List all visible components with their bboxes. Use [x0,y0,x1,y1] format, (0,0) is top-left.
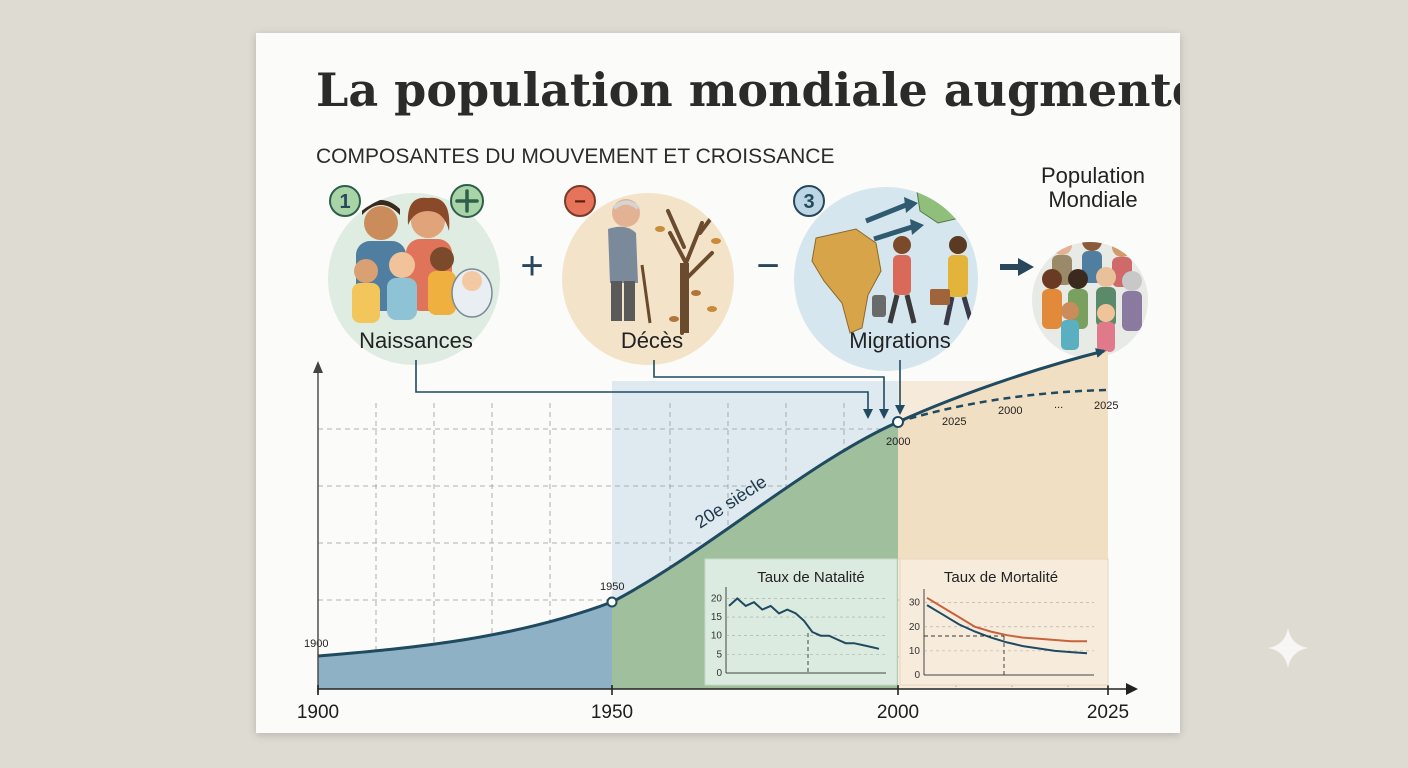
result-arrow-head [1018,258,1034,276]
birth-rate-y-tick: 0 [716,668,722,679]
point-label-1900: 1900 [304,638,328,650]
page-subtitle: COMPOSANTES DU MOUVEMENT ET CROISSANCE [316,145,834,168]
elderly-tree-illustration [608,199,721,335]
area-1900-1950 [318,602,612,689]
deaths-connector [653,360,889,419]
result-label-line1: Population [1041,163,1145,188]
minus-badge-text: − [574,191,586,213]
birth-rate-y-tick: 10 [711,631,723,642]
infographic-card: La population mondiale augmente COMPOSAN… [256,33,1180,733]
area-2000-2025 [898,351,1108,560]
deaths-circle [562,193,734,365]
birth-rate-inset: Taux de Natalité 0 5 10 15 20 [704,558,898,686]
death-rate-series-line-1 [926,596,1087,643]
result-label-line2: Mondiale [1048,187,1137,212]
death-rate-y-tick: 0 [914,670,920,681]
y-axis-arrow [313,361,323,373]
x-tick-1900: 1900 [297,702,339,723]
birth-rate-panel [704,558,898,686]
projection-label-2025-b: 2025 [1094,400,1118,412]
births-label: Naissances [359,328,473,353]
death-rate-y-tick: 20 [909,622,921,633]
point-1950 [606,596,618,608]
death-rate-y-tick: 30 [909,598,921,609]
death-rate-inset: Taux de Mortalité 0 10 20 30 [899,558,1109,686]
birth-rate-plot: 0 5 10 15 20 [711,587,886,679]
x-tick-2025: 2025 [1087,702,1129,723]
death-rate-plot: 0 10 20 30 [909,589,1094,681]
world-population-component: Population Mondiale [1032,163,1148,358]
operator-plus: + [520,244,543,288]
projection-label-2025-a: 2025 [942,416,966,428]
death-rate-series-line-2 [926,604,1088,655]
operator-minus: − [756,244,779,288]
point-2000 [892,416,904,428]
badge-one [329,185,361,217]
badge-three-text: 3 [803,191,814,213]
plus-icon [455,189,479,213]
badge-one-text: 1 [339,191,350,213]
birth-rate-y-tick: 15 [711,612,723,623]
projection-label-2000: 2000 [998,405,1022,417]
birth-rate-y-tick: 5 [716,649,722,660]
birth-rate-y-tick: 20 [711,593,723,604]
migrations-label: Migrations [849,328,950,353]
badge-three [793,185,825,217]
migrations-component: 3 Migrations [793,185,978,371]
projection-label-ellipsis: ... [1054,399,1063,411]
x-tick-2000: 2000 [877,702,919,723]
projection-curve [897,388,1109,424]
births-connector [415,360,873,419]
deaths-component: − Décès [562,185,734,365]
birth-rate-series-line-1 [728,597,880,650]
death-rate-y-tick: 10 [909,646,921,657]
point-label-2000: 2000 [886,436,910,448]
birth-rate-title: Taux de Natalité [757,569,865,586]
family-illustration [352,197,493,323]
point-label-1950: 1950 [600,581,624,593]
minus-badge [564,185,596,217]
population-curve [317,348,1106,658]
death-rate-title: Taux de Mortalité [944,569,1058,586]
deaths-label: Décès [621,328,683,353]
x-axis-arrow [1126,683,1138,695]
births-component: 1 Naissances [328,184,500,365]
sparkle-icon [1268,628,1308,668]
x-tick-1950: 1950 [591,702,633,723]
page-title: La population mondiale augmente [316,63,1180,117]
